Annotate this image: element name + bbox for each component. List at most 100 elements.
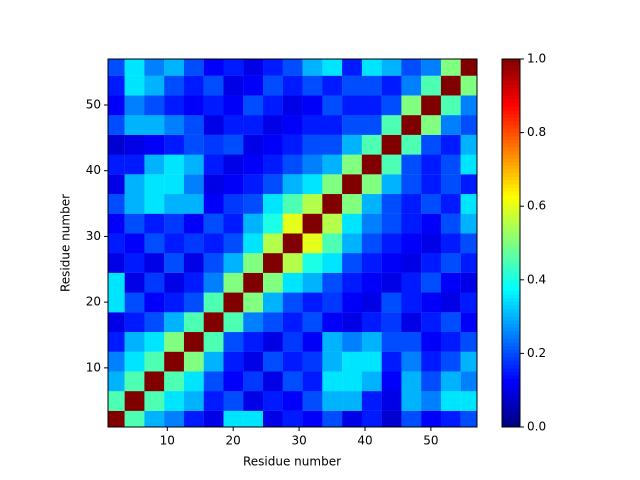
heat-cell	[203, 134, 224, 155]
heat-cell	[440, 174, 461, 195]
heat-cell	[183, 391, 204, 411]
heat-cell	[302, 371, 323, 392]
colorbar-segment	[502, 151, 520, 156]
heat-cell	[302, 331, 323, 352]
heat-cell	[282, 59, 303, 76]
heat-cell	[302, 95, 323, 116]
heat-cell	[124, 193, 145, 214]
heat-cell	[263, 292, 283, 313]
heat-cell	[203, 59, 224, 76]
x-tick-label: 50	[423, 434, 438, 448]
heat-cell	[421, 174, 442, 195]
colorbar-segment	[502, 393, 520, 399]
colorbar-segment	[502, 184, 520, 189]
heat-cell	[203, 154, 224, 175]
heat-cell	[401, 312, 422, 333]
colorbar-segment	[502, 419, 520, 424]
heat-cell	[164, 253, 185, 273]
heat-cell	[342, 75, 363, 96]
heat-cell	[263, 371, 283, 392]
heat-cell	[342, 292, 363, 313]
heat-cell	[223, 193, 244, 214]
heat-cell	[144, 331, 165, 352]
heat-cell	[381, 331, 402, 352]
heat-cell	[401, 213, 422, 234]
heat-cell	[381, 193, 402, 214]
colorbar-segment	[502, 173, 520, 178]
heat-cell	[322, 174, 343, 195]
heat-cell	[243, 233, 264, 254]
heat-cell	[342, 95, 363, 116]
heat-cell	[361, 351, 382, 372]
heat-cell	[183, 272, 204, 293]
colorbar-segment	[502, 342, 520, 347]
heat-cell	[243, 193, 264, 214]
heat-cell	[381, 351, 402, 372]
heat-cell	[361, 115, 382, 135]
heat-cell	[108, 351, 125, 372]
heat-cell	[183, 59, 204, 76]
heat-cell	[361, 292, 382, 313]
colorbar-segment	[502, 287, 520, 292]
colorbar-segment	[502, 125, 520, 130]
heat-cell	[263, 75, 283, 96]
heat-cell	[203, 292, 224, 313]
heat-cell	[302, 134, 323, 155]
heat-cell	[401, 75, 422, 96]
heat-cell	[401, 233, 422, 254]
y-tick-label: 30	[86, 229, 101, 243]
heat-cell	[282, 95, 303, 116]
colorbar-segment	[502, 235, 520, 240]
heat-cell	[302, 391, 323, 411]
colorbar-segment	[502, 239, 520, 244]
heat-cell	[401, 331, 422, 352]
heat-cell	[223, 134, 244, 155]
heat-cell	[282, 292, 303, 313]
heat-cell	[381, 95, 402, 116]
heat-cell	[421, 272, 442, 293]
heat-cell	[144, 154, 165, 175]
heat-cell	[144, 410, 165, 427]
heat-cell	[124, 292, 145, 313]
heat-cell	[243, 331, 264, 352]
heat-cell	[421, 115, 442, 135]
heat-cell	[401, 154, 422, 175]
heat-cell	[381, 410, 402, 427]
heat-cell	[440, 253, 461, 273]
heat-cell	[223, 292, 244, 313]
heat-cell	[144, 75, 165, 96]
colorbar-segment	[502, 379, 520, 384]
colorbar-segment	[502, 298, 520, 303]
heat-cell	[401, 351, 422, 372]
heat-cell	[203, 233, 224, 254]
heat-cell	[144, 95, 165, 116]
heat-cell	[322, 351, 343, 372]
heat-cell	[203, 351, 224, 372]
heat-cell	[460, 95, 477, 116]
heat-cell	[460, 193, 477, 214]
colorbar-segment	[502, 77, 520, 82]
heat-cell	[322, 75, 343, 96]
colorbar-segment	[502, 84, 520, 89]
heat-cell	[322, 292, 343, 313]
heat-cell	[322, 59, 343, 76]
heat-cell	[183, 213, 204, 234]
heat-cell	[263, 233, 283, 254]
heat-cell	[164, 272, 185, 293]
heat-cell	[144, 253, 165, 273]
heat-cell	[124, 410, 145, 427]
heat-cell	[203, 410, 224, 427]
heat-cell	[263, 154, 283, 175]
heat-cell	[144, 213, 165, 234]
heat-cell	[322, 213, 343, 234]
heat-cell	[203, 391, 224, 411]
heat-cell	[302, 213, 323, 234]
heat-cell	[342, 59, 363, 76]
heat-cell	[282, 193, 303, 214]
heat-cell	[361, 371, 382, 392]
heat-cell	[124, 253, 145, 273]
heat-cell	[223, 174, 244, 195]
heat-cell	[421, 371, 442, 392]
heat-cell	[203, 95, 224, 116]
colorbar-segment	[502, 327, 520, 332]
